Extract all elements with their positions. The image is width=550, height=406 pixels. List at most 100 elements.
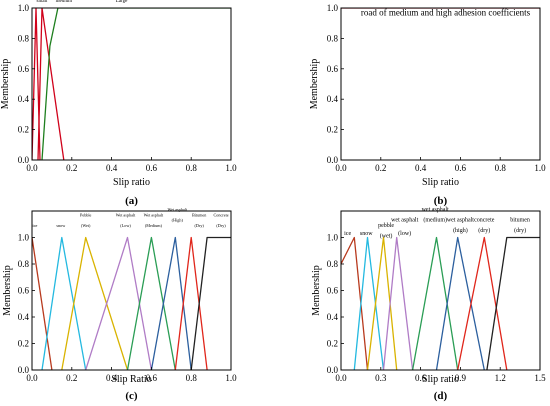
x-tick-group: 0.0 0.2 0.4 0.6 0.8 1.0: [26, 367, 237, 383]
panel-b: 0.0 0.2 0.4 0.6 0.8 1.0 0.0 0.2 0.4 0.6 0.8 1.0 Slip…: [309, 3, 546, 207]
annotation-label: (high): [453, 227, 468, 234]
panel-c: 0.0 0.2 0.4 0.6 0.8 1.0 0.0 0.2 0.4 0.6 0.8 1.0 Slip…: [2, 207, 237, 402]
panel-label: (a): [125, 195, 138, 207]
series-line-snow: [41, 236, 87, 370]
y-tick-label: 0.2: [18, 125, 29, 135]
annotation-label: snow: [360, 231, 373, 237]
y-tick-label: 0.0: [18, 365, 30, 375]
y-tick-label: 0.6: [18, 286, 30, 296]
y-tick-label: 0.8: [327, 259, 339, 269]
x-tick-label: 0.0: [26, 163, 38, 173]
annotation-label: pebble: [378, 223, 394, 229]
y-tick-group: 0.0 0.2 0.4 0.6 0.8 1.0: [327, 233, 344, 375]
x-tick-label: 0.2: [66, 373, 77, 383]
panel-label: (b): [434, 195, 448, 207]
y-tick-label: 0.4: [327, 312, 339, 322]
series-line-concrete-dry-: [457, 236, 508, 370]
y-tick-label: 0.2: [18, 339, 29, 349]
y-tick-label: 0.0: [18, 155, 30, 165]
x-tick-label: 0.4: [106, 373, 118, 383]
x-tick-label: 0.8: [186, 163, 198, 173]
y-tick-label: 0.6: [18, 64, 30, 74]
series-line-bitumen-dry-: [486, 236, 540, 370]
y-tick-group: 0.0 0.2 0.4 0.6 0.8 1.0: [18, 233, 35, 375]
annotation-label: snow: [56, 223, 65, 228]
y-tick-label: 0.8: [18, 33, 30, 43]
x-tick-label: 0.2: [66, 163, 77, 173]
plot-frame: [340, 7, 541, 161]
x-axis-label: Slip Ratio: [111, 374, 151, 385]
series-line-wet-asphalt-high-: [150, 236, 192, 370]
y-tick-label: 1.0: [327, 233, 339, 243]
annotation-label: (Low): [120, 223, 131, 228]
panel-label: (d): [434, 390, 448, 402]
x-tick-label: 1.2: [495, 373, 506, 383]
y-axis-label: Membership: [309, 59, 320, 110]
series-line-wet-asphalt-low-: [382, 236, 414, 370]
y-tick-label: 1.0: [18, 3, 30, 13]
panel-a: 0.0 0.2 0.4 0.6 0.8 1.0 0.0 0.2 0.4 0.6 0.8 1.0 Slip…: [0, 0, 237, 207]
series-line-bitumen-dry-: [174, 236, 208, 370]
series-line-pebble-wet-: [366, 236, 398, 370]
x-axis-label: Slip ratio: [113, 177, 150, 188]
series-line-medium: [37, 8, 65, 160]
series-line-pebble-wet-: [61, 236, 129, 370]
y-tick-group: 0.0 0.2 0.4 0.6 0.8 1.0: [18, 3, 35, 165]
y-tick-label: 1.0: [327, 3, 339, 13]
annotation-label: Large: [116, 0, 128, 4]
y-axis-label: Membership: [311, 265, 322, 316]
annotation-label: (Dry): [216, 223, 226, 228]
x-tick-group: 0.0 0.3 0.6 0.9 1.2 1.5: [335, 367, 546, 383]
series-line-snow: [353, 236, 385, 370]
annotation-label: (low): [398, 230, 411, 237]
annotation-group: small medium Large: [37, 0, 129, 4]
annotation-label: (High): [172, 218, 184, 223]
series-line-small: [32, 8, 41, 160]
x-tick-label: 0.6: [415, 373, 427, 383]
panel-label: (c): [125, 390, 138, 402]
x-tick-label: 1.0: [225, 163, 237, 173]
annotation-label: Bitumen: [192, 212, 207, 217]
x-tick-label: 1.0: [225, 373, 237, 383]
x-tick-label: 1.0: [534, 163, 546, 173]
annotation-label: bitumen: [510, 218, 530, 224]
annotation-label: wet asphalt: [422, 207, 449, 213]
x-tick-label: 0.2: [375, 163, 386, 173]
x-tick-label: 0.9: [455, 373, 467, 383]
series-group: [32, 8, 231, 160]
x-tick-label: 0.6: [455, 163, 467, 173]
annotation-group: ice snow Pebble (Wet) Wet asphalt (Low) Wet as…: [33, 207, 229, 228]
x-tick-group: 0.0 0.2 0.4 0.6 0.8 1.0: [26, 157, 237, 173]
y-axis-label: Membership: [2, 265, 13, 316]
x-axis-label: Slip ratio: [422, 177, 459, 188]
y-tick-label: 0.0: [327, 365, 339, 375]
y-tick-label: 0.2: [327, 339, 338, 349]
annotation-label: (dry): [514, 227, 526, 234]
annotation-label: wet asphalt: [447, 218, 474, 224]
y-tick-label: 0.2: [327, 125, 338, 135]
series-line-wet-asphalt-high-: [435, 236, 485, 370]
series-group: [341, 236, 540, 370]
y-tick-label: 0.6: [327, 286, 339, 296]
x-tick-label: 0.4: [106, 163, 118, 173]
x-tick-label: 0.3: [375, 373, 387, 383]
annotation-label: (Wet): [81, 223, 91, 228]
x-tick-label: 0.0: [335, 373, 347, 383]
annotation-label: road of medium and high adhesion coeffic…: [361, 8, 531, 18]
annotation-label: (Medium): [145, 223, 163, 228]
x-tick-label: 0.6: [146, 373, 158, 383]
annotation-label: ice: [344, 231, 351, 237]
annotation-label: medium: [56, 0, 72, 4]
annotation-label: ice: [33, 223, 38, 228]
series-line-wet-asphalt-medium-: [126, 236, 176, 370]
annotation-group: road of medium and high adhesion coeffic…: [361, 8, 531, 18]
series-line-ice: [32, 237, 53, 370]
y-tick-label: 0.4: [18, 94, 30, 104]
y-tick-label: 0.4: [327, 94, 339, 104]
series-line-wet-asphalt-low-: [85, 236, 153, 370]
annotation-label: (dry): [478, 227, 490, 234]
x-tick-label: 0.8: [186, 373, 198, 383]
annotation-label: small: [37, 0, 48, 4]
